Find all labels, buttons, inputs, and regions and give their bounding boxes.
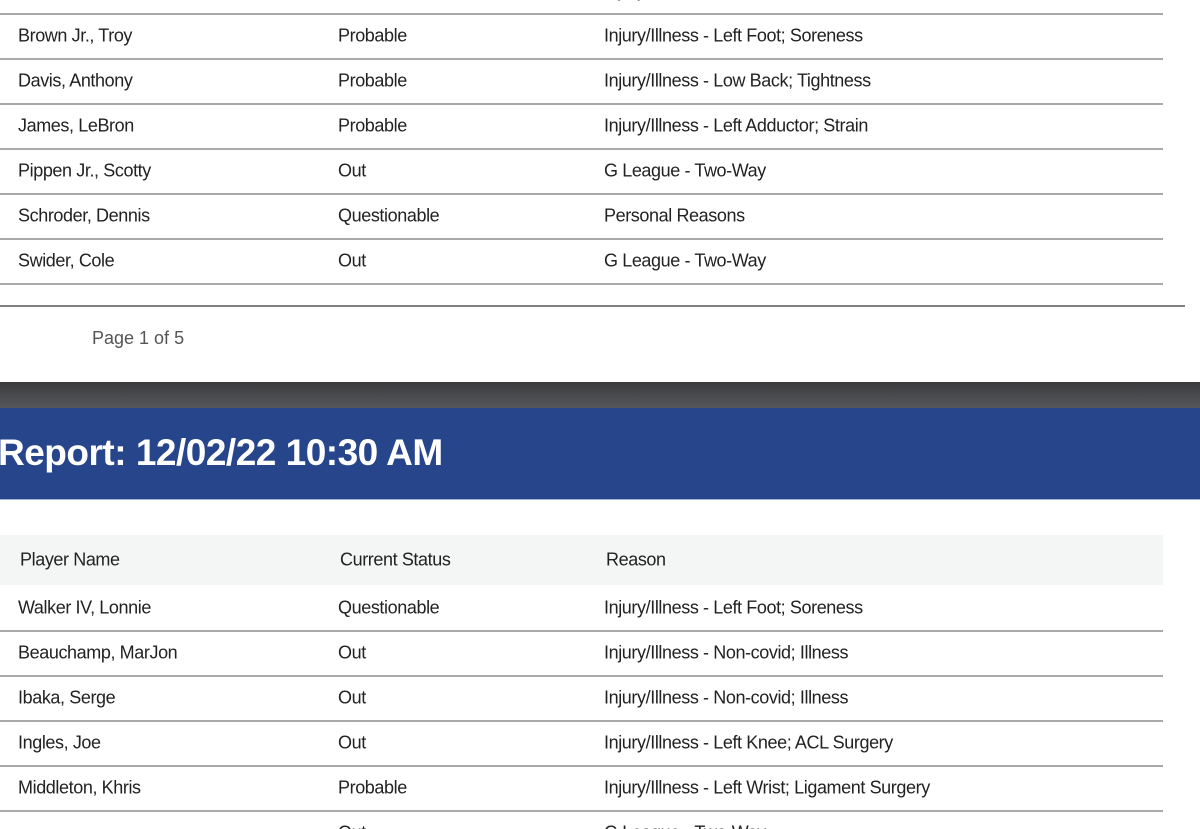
report-title: Report: 12/02/22 10:30 AM	[0, 432, 443, 473]
reason: Injury/Illness - Left Foot; Strain	[604, 0, 835, 1]
reason: Injury/Illness - Left Wrist; Ligament Su…	[604, 777, 930, 797]
header-player-name: Player Name	[20, 549, 120, 570]
current-status: Out	[338, 160, 366, 180]
player-name: Schroder, Dennis	[18, 205, 150, 225]
table-row: Ibaka, Serge Out Injury/Illness - Non-covi…	[0, 675, 1163, 722]
player-name: Ingles, Joe	[18, 732, 101, 752]
current-status: Questionable	[338, 205, 440, 225]
page-gap	[0, 382, 1200, 408]
table-row: Middleton, Khris Probable Injury/Illness -…	[0, 765, 1163, 812]
current-status: Probable	[338, 25, 407, 45]
player-name: James, LeBron	[18, 115, 134, 135]
player-name: Davis, Anthony	[18, 70, 133, 90]
table-row: Schroder, Dennis Questionable Personal Rea…	[0, 193, 1163, 240]
player-name: Middleton, Khris	[18, 777, 141, 797]
table-header: Player Name Current Status Reason	[0, 535, 1163, 585]
player-name: Pippen Jr., Scotty	[18, 160, 151, 180]
reason: G League - Two-Way	[604, 160, 766, 180]
player-name: Brown Jr., Troy	[18, 25, 133, 45]
player-name: Walker IV, Lonnie	[18, 597, 151, 617]
current-status: Probable	[338, 777, 407, 797]
pdf-page-2: Report: 12/02/22 10:30 AM Player Name Cu…	[0, 408, 1200, 829]
reason: Injury/Illness - Non-covid; Illness	[604, 642, 849, 662]
current-status: Questionable	[338, 597, 440, 617]
report-banner: Report: 12/02/22 10:30 AM	[0, 408, 1200, 500]
reason: Injury/Illness - Low Back; Tightness	[604, 70, 871, 90]
table-row: Walker IV, Lonnie Questionable Injury/Illn…	[0, 585, 1163, 632]
reason: Injury/Illness - Non-covid; Illness	[604, 687, 849, 707]
reason: Injury/Illness - Left Foot; Soreness	[604, 25, 863, 45]
reason: G League - Two-Way	[604, 822, 766, 829]
player-name: Ibaka, Serge	[18, 687, 116, 707]
player-name: Swider, Cole	[18, 250, 115, 270]
current-status: Out	[338, 732, 366, 752]
table-row: Beauchamp, MarJon Out Injury/Illness - Non…	[0, 630, 1163, 677]
table-row: James, LeBron Probable Injury/Illness - Le…	[0, 103, 1163, 150]
current-status: Out	[338, 642, 366, 662]
reason: Personal Reasons	[604, 205, 745, 225]
table-row: Davis, Anthony Probable Injury/Illness - L…	[0, 58, 1163, 105]
player-name: Beauchamp, MarJon	[18, 642, 178, 662]
current-status: Probable	[338, 115, 407, 135]
table-row: Pippen Jr., Scotty Out G League - Two-Way	[0, 148, 1163, 195]
current-status: Out	[338, 0, 366, 1]
table-row: Out G League - Two-Way	[0, 810, 1163, 829]
header-current-status: Current Status	[340, 549, 451, 570]
reason: Injury/Illness - Left Adductor; Strain	[604, 115, 868, 135]
table-row: Ingles, Joe Out Injury/Illness - Left Knee…	[0, 720, 1163, 767]
table-row: Brown Jr., Troy Probable Injury/Illness - …	[0, 13, 1163, 60]
pdf-page-1: Porter Jr., Michael Out Injury/Illness - L…	[0, 0, 1200, 382]
current-status: Out	[338, 687, 366, 707]
reason: Injury/Illness - Left Knee; ACL Surgery	[604, 732, 893, 752]
player-name: Porter Jr., Michael	[18, 0, 155, 1]
reason: G League - Two-Way	[604, 250, 766, 270]
current-status: Probable	[338, 70, 407, 90]
page-number: Page 1 of 5	[92, 328, 185, 348]
table-end-divider	[0, 305, 1185, 307]
table-row: Swider, Cole Out G League - Two-Way	[0, 238, 1163, 285]
current-status: Out	[338, 822, 366, 829]
reason: Injury/Illness - Left Foot; Soreness	[604, 597, 863, 617]
current-status: Out	[338, 250, 366, 270]
header-reason: Reason	[606, 549, 666, 570]
table-row: Porter Jr., Michael Out Injury/Illness - L…	[0, 0, 1163, 15]
